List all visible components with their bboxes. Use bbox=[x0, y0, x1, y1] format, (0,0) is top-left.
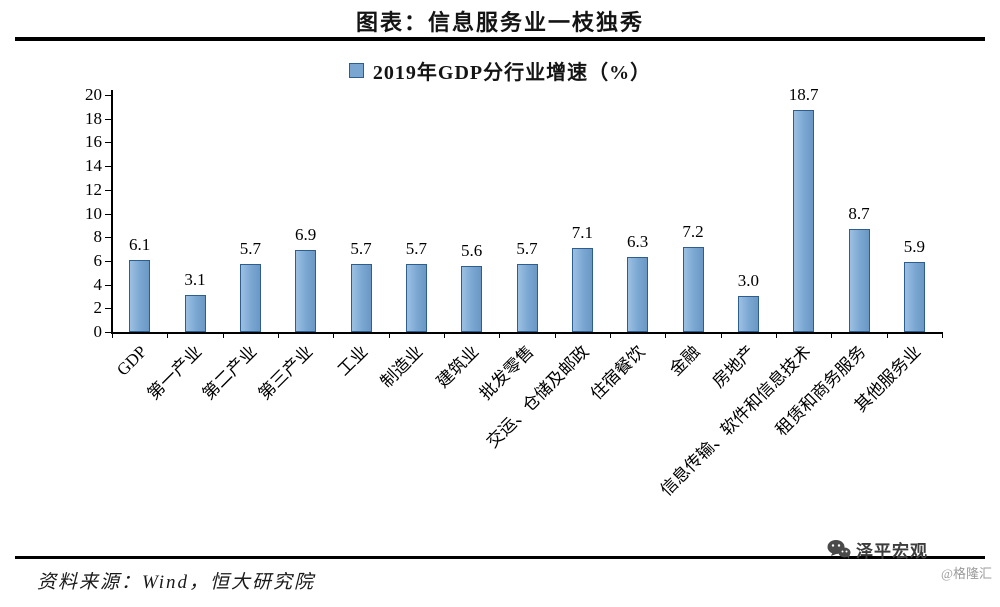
bar bbox=[516, 264, 538, 332]
x-axis-category-label: 建筑业 bbox=[432, 342, 483, 392]
y-axis-tick bbox=[105, 213, 111, 215]
x-axis-tick bbox=[776, 333, 777, 338]
bar-value-label: 3.0 bbox=[737, 271, 759, 291]
x-axis-category-label: 第一产业 bbox=[143, 342, 206, 404]
y-axis-tick-label: 16 bbox=[85, 132, 102, 152]
legend-swatch bbox=[348, 63, 364, 78]
bar-value-label: 5.9 bbox=[903, 237, 925, 257]
x-axis-category-label: 交运、仓储及邮政 bbox=[483, 342, 593, 452]
y-axis-tick-label: 10 bbox=[85, 203, 102, 223]
y-axis-tick bbox=[105, 95, 111, 96]
data-source-note: 资料来源：Wind，恒大研究院 bbox=[37, 572, 316, 593]
bar-value-label: 5.7 bbox=[405, 239, 427, 259]
x-axis-tick bbox=[112, 333, 113, 338]
bar-value-label: 5.6 bbox=[461, 240, 483, 260]
x-axis-tick bbox=[167, 333, 169, 338]
y-axis-tick-label: 20 bbox=[85, 85, 102, 104]
y-axis-tick bbox=[105, 260, 111, 262]
page-title: 图表：信息服务业一枝独秀 bbox=[355, 10, 644, 35]
y-axis-tick bbox=[105, 142, 111, 144]
x-axis-tick bbox=[333, 333, 335, 338]
bar-value-label: 3.1 bbox=[184, 270, 206, 290]
bar bbox=[793, 110, 815, 332]
site-watermark: @格隆汇 bbox=[941, 566, 992, 581]
bar bbox=[903, 262, 925, 332]
x-axis-category-label: 房地产 bbox=[709, 342, 759, 392]
bar-value-label: 18.7 bbox=[788, 85, 819, 105]
x-axis-tick bbox=[222, 333, 224, 338]
x-axis-category-label: 工业 bbox=[333, 342, 372, 380]
x-axis-tick bbox=[278, 333, 279, 338]
x-axis-category-label: 第三产业 bbox=[254, 342, 317, 404]
brand-name: 泽平宏观 bbox=[856, 542, 928, 561]
brand-watermark: 泽平宏观 bbox=[827, 537, 928, 562]
bar-value-label: 6.1 bbox=[129, 234, 151, 254]
y-axis-tick-label: 18 bbox=[85, 108, 102, 128]
bar-value-label: 5.7 bbox=[350, 239, 372, 259]
bar bbox=[295, 250, 317, 332]
y-axis-tick bbox=[105, 332, 111, 333]
x-axis-category-label: 第二产业 bbox=[199, 342, 261, 404]
y-axis-tick bbox=[105, 284, 111, 286]
x-axis-tick bbox=[444, 333, 445, 338]
x-axis-tick bbox=[720, 333, 722, 338]
y-axis-line bbox=[111, 90, 113, 332]
y-axis-tick-label: 2 bbox=[93, 298, 103, 318]
bar bbox=[129, 259, 151, 332]
bar bbox=[461, 265, 483, 332]
bar bbox=[737, 296, 759, 332]
bar bbox=[682, 246, 704, 332]
y-axis-tick bbox=[105, 308, 111, 310]
x-axis-tick bbox=[942, 333, 943, 338]
bar bbox=[350, 264, 372, 332]
x-axis-tick bbox=[665, 333, 667, 338]
x-axis-tick bbox=[831, 333, 833, 338]
bar-value-label: 7.2 bbox=[682, 221, 704, 241]
bar-value-label: 8.7 bbox=[848, 203, 870, 223]
y-axis-tick bbox=[105, 237, 111, 239]
x-axis-tick bbox=[388, 333, 390, 338]
x-axis-category-label: GDP bbox=[112, 342, 151, 380]
x-axis-tick bbox=[886, 333, 888, 338]
y-axis-tick-label: 12 bbox=[85, 179, 102, 199]
bar-value-label: 5.7 bbox=[239, 239, 261, 259]
bar bbox=[848, 228, 870, 332]
y-axis-tick-label: 0 bbox=[93, 322, 103, 341]
x-axis-tick bbox=[610, 333, 611, 338]
y-axis-tick bbox=[105, 166, 111, 168]
x-axis-line bbox=[111, 332, 943, 334]
y-axis-tick bbox=[105, 118, 111, 120]
x-axis-category-label: 金融 bbox=[665, 342, 704, 380]
y-axis-tick bbox=[105, 189, 111, 191]
bar bbox=[184, 295, 206, 332]
x-axis-category-label: 住宿餐饮 bbox=[586, 342, 649, 404]
y-axis-tick-label: 14 bbox=[85, 156, 102, 176]
bottom-divider bbox=[15, 556, 985, 559]
x-axis-tick bbox=[554, 333, 556, 338]
bar-value-label: 5.7 bbox=[516, 239, 538, 259]
bar bbox=[239, 264, 261, 332]
legend-label: 2019年GDP分行业增速（%） bbox=[372, 62, 652, 84]
bar bbox=[627, 257, 649, 332]
x-axis-category-label: 制造业 bbox=[377, 342, 427, 392]
wechat-logo-icon bbox=[827, 539, 851, 560]
y-axis-tick-label: 6 bbox=[93, 250, 103, 270]
bar-value-label: 7.1 bbox=[571, 222, 593, 242]
chart-legend: 2019年GDP分行业增速（%） bbox=[0, 56, 1000, 85]
x-axis-tick bbox=[499, 333, 501, 338]
bar-value-label: 6.9 bbox=[295, 225, 317, 245]
top-divider bbox=[15, 37, 985, 41]
bar bbox=[405, 264, 427, 332]
bar-value-label: 6.3 bbox=[627, 232, 649, 252]
y-axis-tick-label: 8 bbox=[93, 227, 103, 247]
bar bbox=[571, 247, 593, 332]
y-axis-tick-label: 4 bbox=[93, 274, 103, 294]
